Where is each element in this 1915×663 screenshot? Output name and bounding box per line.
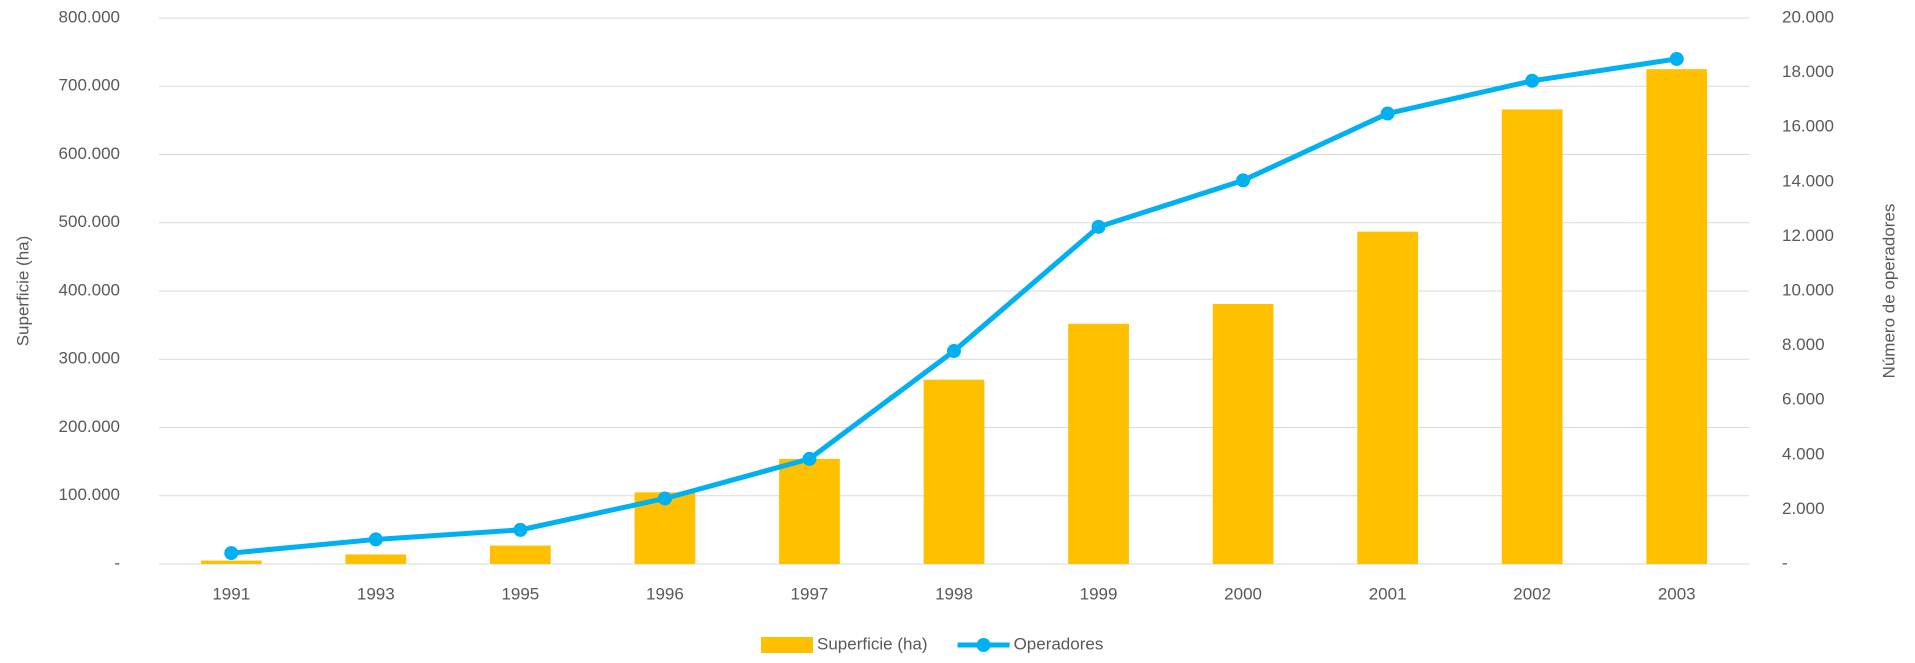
y2-tick-label: 8.000 [1782, 335, 1825, 354]
line-marker [368, 532, 383, 547]
y2-tick-label: - [1782, 553, 1788, 572]
y2-tick-label: 10.000 [1782, 280, 1834, 299]
line-marker [513, 522, 528, 537]
y2-tick-label: 12.000 [1782, 226, 1834, 245]
line-marker [224, 546, 239, 561]
x-tick-label: 1999 [1080, 584, 1118, 603]
bar [1501, 109, 1563, 564]
x-tick-label: 2002 [1513, 584, 1551, 603]
y2-tick-label: 18.000 [1782, 62, 1834, 81]
bar [923, 379, 985, 564]
legend-swatch [761, 637, 813, 653]
line-marker [1380, 106, 1395, 121]
y2-tick-label: 20.000 [1782, 7, 1834, 26]
bar [490, 545, 551, 564]
y2-tick-label: 16.000 [1782, 117, 1834, 136]
y-axis-title: Superficie (ha) [13, 236, 32, 347]
bar [1357, 231, 1418, 564]
y-tick-label: 600.000 [59, 144, 120, 163]
line-marker [1236, 173, 1251, 188]
x-tick-label: 1998 [935, 584, 973, 603]
bar [1212, 303, 1274, 564]
y-tick-label: 100.000 [59, 485, 120, 504]
x-tick-label: 1997 [791, 584, 829, 603]
x-tick-label: 1991 [212, 584, 250, 603]
y2-axis-title: Número de operadores [1879, 204, 1898, 379]
y-tick-label: 300.000 [59, 349, 120, 368]
y-tick-label: 400.000 [59, 280, 120, 299]
legend-label: Operadores [1014, 634, 1104, 653]
y-tick-label: 200.000 [59, 417, 120, 436]
bar [1646, 69, 1708, 564]
x-tick-label: 2000 [1224, 584, 1262, 603]
y2-tick-label: 4.000 [1782, 444, 1825, 463]
x-tick-label: 2001 [1369, 584, 1407, 603]
line-marker [802, 451, 817, 466]
bar [345, 554, 407, 564]
x-tick-label: 2003 [1658, 584, 1696, 603]
y-tick-label: 800.000 [59, 7, 120, 26]
line-marker [657, 491, 672, 506]
line-marker [1525, 73, 1540, 88]
line-marker [1669, 51, 1684, 66]
y-tick-label: 700.000 [59, 76, 120, 95]
y2-tick-label: 6.000 [1782, 390, 1825, 409]
line-marker [947, 344, 961, 359]
y-tick-label: - [114, 553, 120, 572]
legend-label: Superficie (ha) [817, 634, 928, 653]
y2-tick-label: 14.000 [1782, 171, 1834, 190]
bar [200, 560, 262, 564]
bar [1068, 323, 1129, 564]
x-tick-label: 1996 [646, 584, 684, 603]
bar [779, 458, 840, 564]
line-marker [1091, 219, 1106, 234]
x-tick-label: 1995 [501, 584, 539, 603]
x-tick-label: 1993 [357, 584, 395, 603]
legend-swatch [976, 638, 991, 652]
y2-tick-label: 2.000 [1782, 499, 1825, 518]
y-tick-label: 500.000 [59, 212, 120, 231]
